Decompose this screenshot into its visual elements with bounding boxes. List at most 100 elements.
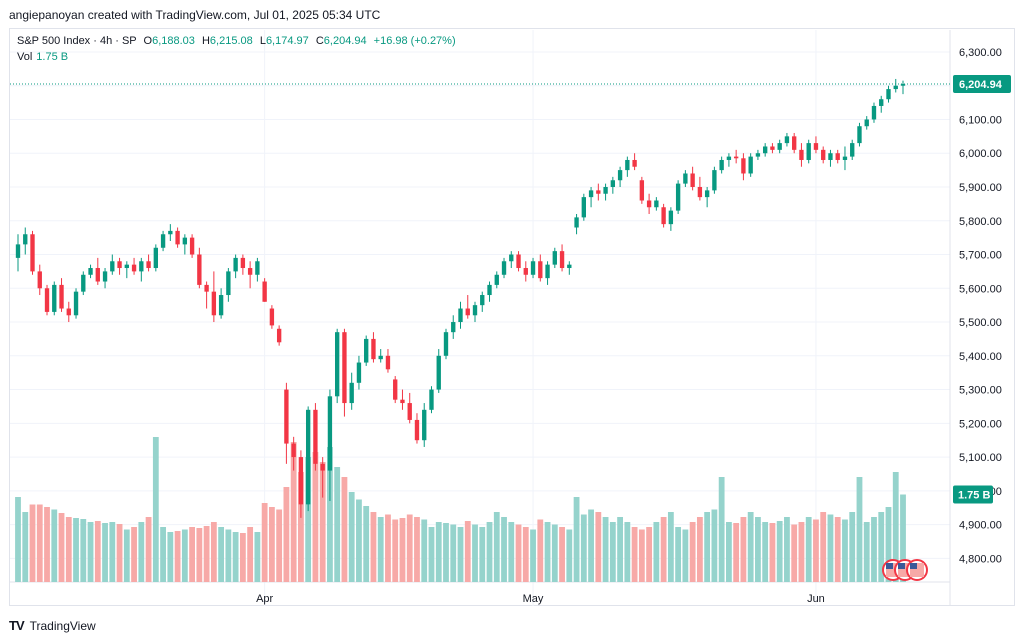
volume-bar (109, 522, 116, 582)
volume-bar (189, 527, 195, 582)
volume-bar (784, 517, 790, 582)
volume-bar (435, 522, 442, 582)
candle-body (509, 254, 514, 262)
volume-bar (276, 509, 283, 582)
x-tick-label: Apr (256, 593, 273, 605)
symbol-title[interactable]: S&P 500 Index · 4h · SP (17, 35, 137, 47)
candle-body (197, 254, 202, 285)
volume-bar (327, 447, 333, 582)
volume-bar (131, 527, 137, 582)
candle-body (472, 305, 478, 316)
candle-body (66, 308, 71, 316)
volume-bar (370, 512, 377, 582)
volume-bar (827, 514, 834, 582)
volume-bar (232, 532, 239, 582)
candle-body (596, 190, 601, 194)
candle-body (610, 180, 616, 187)
candle-body (88, 268, 93, 275)
candle-body (465, 308, 470, 316)
tradingview-brand: TradingView (29, 618, 96, 633)
volume-bar (457, 527, 464, 582)
volume-bar (218, 527, 225, 582)
candles (10, 78, 950, 518)
candle-body (632, 159, 637, 167)
volume-bar (501, 517, 507, 582)
price-axis[interactable]: 6,300.006,200.006,100.006,000.005,900.00… (953, 47, 1011, 565)
volume-bar (602, 517, 609, 582)
candle-body (777, 143, 782, 150)
volume-bar (392, 519, 399, 582)
volume-bar (776, 521, 783, 582)
candle-body (574, 217, 579, 228)
candle-body (269, 308, 275, 326)
candle-body (349, 382, 354, 404)
volume-bar (406, 514, 413, 582)
candle-body (117, 261, 122, 269)
candle-body (30, 234, 35, 272)
volume-bar (356, 499, 362, 582)
volume-bar (319, 462, 326, 582)
volume-bar (624, 522, 631, 582)
volume-bar (29, 504, 36, 582)
candle-body (422, 409, 427, 441)
volume-bar (667, 512, 674, 582)
volume-bar (73, 518, 79, 582)
candle-body (886, 89, 891, 100)
candle-body (639, 180, 645, 201)
change-value: +16.98 (+0.27%) (373, 35, 456, 47)
x-tick-label: May (523, 593, 544, 605)
candle-body (73, 291, 79, 316)
volume-label[interactable]: Vol (17, 51, 33, 63)
volume-bar (885, 507, 892, 582)
close-label: C (315, 35, 324, 47)
candle-body (189, 237, 195, 255)
candle-body (146, 261, 151, 269)
last-price-label: 6,204.94 (959, 79, 1003, 91)
candle-body (850, 143, 855, 157)
y-tick-label: 5,200.00 (959, 418, 1002, 430)
candle-body (813, 143, 819, 150)
volume-bar (377, 517, 384, 582)
volume-bar (834, 517, 841, 582)
chart-legend: S&P 500 Index · 4h · SP O6,188.03 H6,215… (17, 33, 456, 65)
volume-bar (65, 517, 72, 582)
candle-body (284, 389, 289, 444)
candle-body (385, 355, 391, 370)
volume-bar (747, 512, 754, 582)
volume-bar (544, 522, 551, 582)
y-tick-label: 6,100.00 (959, 114, 1002, 126)
volume-bar (268, 507, 275, 582)
volume-bar (696, 517, 703, 582)
volume-bar (450, 524, 457, 582)
volume-bar (638, 529, 645, 582)
volume-bar (479, 527, 486, 582)
candle-body (400, 399, 405, 404)
volume-bar (414, 517, 420, 582)
volume-bar (261, 503, 268, 582)
grid-lines (10, 30, 951, 606)
candle-body (15, 244, 21, 258)
candle-body (276, 328, 282, 343)
candle-body (436, 355, 441, 390)
candle-body (741, 158, 746, 174)
volume-bar (871, 517, 877, 582)
volume-bar (22, 512, 29, 582)
candle-body (668, 210, 674, 225)
time-axis[interactable]: AprMayJunJul (256, 593, 1024, 605)
volume-bar (566, 529, 573, 582)
volume-bar (580, 514, 587, 582)
volume-bar (428, 527, 435, 582)
volume-bar (36, 504, 43, 582)
candle-body (654, 200, 659, 208)
candle-body (712, 170, 717, 191)
candle-body (900, 84, 906, 86)
volume-bar (58, 513, 65, 582)
chart-credit: angiepanoyan created with TradingView.co… (9, 8, 381, 22)
candle-body (617, 170, 623, 181)
candle-body (530, 261, 536, 275)
volume-bar (704, 512, 711, 582)
candle-body (784, 136, 790, 144)
event-markers[interactable] (882, 559, 928, 581)
us-flag-event-icon[interactable] (906, 559, 928, 581)
